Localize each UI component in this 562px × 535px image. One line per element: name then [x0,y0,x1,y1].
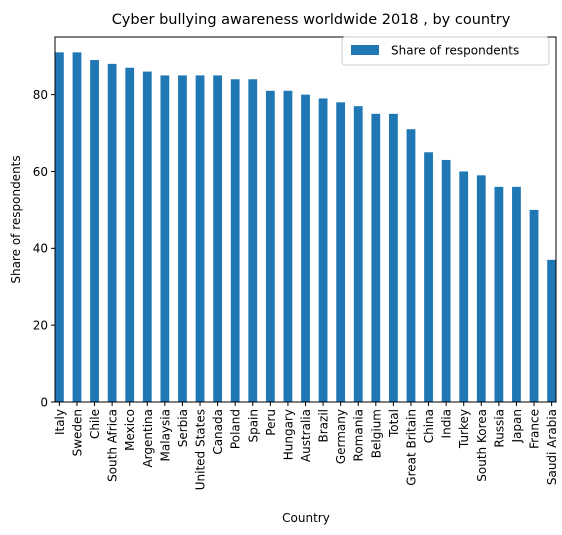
x-tick-label: Mexico [123,409,137,451]
x-tick-label: Italy [53,409,67,435]
x-tick-label: South Korea [475,409,489,482]
x-tick-label: South Africa [106,409,120,482]
chart-title: Cyber bullying awareness worldwide 2018 … [112,12,511,28]
bar [424,152,433,402]
x-tick-label: Russia [492,409,506,448]
bar [195,75,205,403]
x-tick-label: Hungary [281,409,295,460]
bar [178,75,187,403]
plot-frame [54,36,557,403]
x-tick-label: Total [387,409,401,438]
bar [213,75,222,403]
bar [55,52,64,403]
x-tick-label: Chile [88,409,102,439]
bar [230,79,240,402]
bar [371,113,381,402]
bar [107,63,117,402]
x-tick-label: Great Britain [404,409,418,486]
x-tick-label: Spain [246,409,260,443]
x-tick-label: China [422,409,436,443]
legend-swatch [351,45,379,55]
y-tick-label: 0 [40,395,48,409]
bar [353,106,363,402]
bar [160,75,170,403]
y-axis: 0 20 40 60 80 [33,88,55,409]
y-tick-label: 20 [33,318,48,332]
bar [459,171,469,402]
bar [406,129,416,402]
x-tick-label: Brazil [317,409,331,443]
bar [142,71,152,402]
x-tick-label: Saudi Arabia [545,409,559,485]
bar [125,67,135,403]
x-tick-label: Japan [510,409,524,443]
bar [301,94,310,402]
x-tick-label: Argentina [141,409,155,468]
x-tick-label: Germany [334,409,348,464]
bar [389,113,398,402]
legend-label: Share of respondents [391,44,519,58]
bar [72,52,82,403]
y-axis-label: Share of respondents [9,155,23,283]
bar [476,175,486,402]
x-tick-label: Poland [229,409,243,449]
y-tick-label: 40 [33,242,48,256]
y-tick-label: 80 [33,88,48,102]
x-tick-label: Serbia [176,409,190,447]
bar [248,79,258,402]
bar [441,159,451,402]
bar [529,209,539,402]
legend-frame [341,36,550,66]
bar [336,102,346,402]
x-tick-label: Sweden [70,409,84,456]
x-tick-label: Romania [352,409,366,461]
x-tick-label: Peru [264,409,278,436]
bar [90,60,99,403]
bar [283,90,293,402]
x-tick-label: Turkey [457,409,471,449]
x-tick-label: United States [194,409,208,490]
x-tick-label: France [528,409,542,449]
bar [512,186,521,402]
x-axis-label: Country [282,511,330,525]
x-tick-label: Australia [299,409,313,462]
x-tick-label: Malaysia [158,409,172,461]
legend: Share of respondents [341,36,550,66]
x-tick-label: India [440,409,454,438]
y-tick-label: 60 [33,165,48,179]
x-axis: Italy Sweden Chile South Africa Mexico Argent… [53,402,559,490]
x-tick-label: Canada [211,409,225,455]
bar [265,90,275,402]
x-tick-label: Belgium [369,409,383,458]
bars-group [55,52,556,403]
bar [318,98,328,402]
bar [494,186,504,402]
bar [547,259,556,402]
